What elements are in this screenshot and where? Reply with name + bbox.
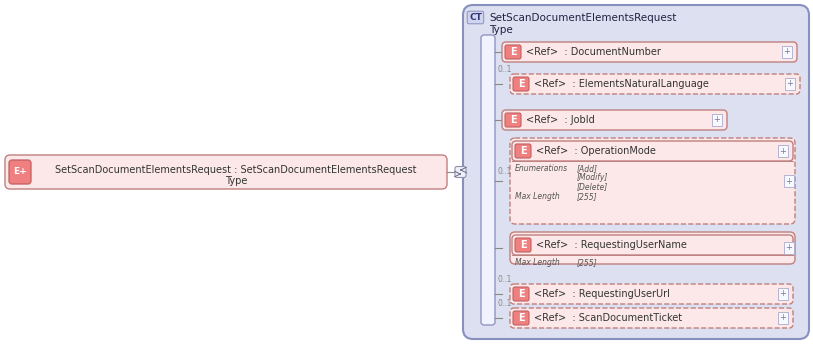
Text: E: E xyxy=(510,47,516,57)
FancyBboxPatch shape xyxy=(502,110,727,130)
Text: 0..1: 0..1 xyxy=(497,299,511,308)
Text: 0..1: 0..1 xyxy=(497,275,511,284)
Text: E: E xyxy=(518,313,524,323)
FancyBboxPatch shape xyxy=(5,155,447,189)
Text: +: + xyxy=(785,244,793,252)
FancyBboxPatch shape xyxy=(513,311,529,325)
Text: 0..1: 0..1 xyxy=(497,65,511,74)
Text: +: + xyxy=(780,147,786,155)
FancyBboxPatch shape xyxy=(463,5,809,339)
FancyBboxPatch shape xyxy=(481,35,495,325)
Text: E: E xyxy=(520,146,526,156)
FancyBboxPatch shape xyxy=(510,284,793,304)
Text: SetScanDocumentElementsRequest : SetScanDocumentElementsRequest: SetScanDocumentElementsRequest : SetScan… xyxy=(55,165,417,175)
Text: [255]: [255] xyxy=(577,258,598,267)
FancyBboxPatch shape xyxy=(513,77,529,91)
Text: Type: Type xyxy=(225,176,247,186)
Text: <Ref>  : ScanDocumentTicket: <Ref> : ScanDocumentTicket xyxy=(534,313,682,323)
Text: [Delete]: [Delete] xyxy=(577,182,608,191)
FancyBboxPatch shape xyxy=(512,235,793,255)
FancyBboxPatch shape xyxy=(502,42,797,62)
FancyBboxPatch shape xyxy=(510,308,793,328)
Text: CT: CT xyxy=(469,13,482,22)
FancyBboxPatch shape xyxy=(510,232,795,264)
FancyBboxPatch shape xyxy=(513,287,529,301)
Text: E+: E+ xyxy=(13,168,27,176)
Text: <Ref>  : OperationMode: <Ref> : OperationMode xyxy=(536,146,656,156)
Text: [Add]: [Add] xyxy=(577,164,598,173)
FancyBboxPatch shape xyxy=(505,113,521,127)
Text: +: + xyxy=(784,47,790,56)
Text: Max Length: Max Length xyxy=(515,258,559,267)
Text: +: + xyxy=(786,79,793,88)
Text: Enumerations: Enumerations xyxy=(515,164,568,173)
Text: +: + xyxy=(785,176,793,185)
Text: <Ref>  : RequestingUserName: <Ref> : RequestingUserName xyxy=(536,240,687,250)
Text: <Ref>  : DocumentNumber: <Ref> : DocumentNumber xyxy=(526,47,661,57)
Text: Type: Type xyxy=(489,25,513,35)
Text: <Ref>  : ElementsNaturalLanguage: <Ref> : ElementsNaturalLanguage xyxy=(534,79,709,89)
Text: +: + xyxy=(714,116,720,125)
FancyBboxPatch shape xyxy=(455,166,466,178)
Text: [255]: [255] xyxy=(577,192,598,201)
FancyBboxPatch shape xyxy=(505,45,521,59)
Text: +: + xyxy=(780,290,786,299)
FancyBboxPatch shape xyxy=(515,144,531,158)
Text: [Modify]: [Modify] xyxy=(577,173,608,182)
Text: +: + xyxy=(780,313,786,323)
FancyBboxPatch shape xyxy=(515,238,531,252)
Text: <Ref>  : RequestingUserUrl: <Ref> : RequestingUserUrl xyxy=(534,289,670,299)
Text: E: E xyxy=(518,79,524,89)
Text: 0..1: 0..1 xyxy=(497,167,511,176)
Text: E: E xyxy=(518,289,524,299)
Text: SetScanDocumentElementsRequest: SetScanDocumentElementsRequest xyxy=(489,13,676,23)
Text: <Ref>  : JobId: <Ref> : JobId xyxy=(526,115,595,125)
FancyBboxPatch shape xyxy=(512,141,793,161)
Text: Max Length: Max Length xyxy=(515,192,559,201)
FancyBboxPatch shape xyxy=(9,160,31,184)
FancyBboxPatch shape xyxy=(510,138,795,224)
Text: E: E xyxy=(520,240,526,250)
Text: E: E xyxy=(510,115,516,125)
FancyBboxPatch shape xyxy=(510,74,800,94)
